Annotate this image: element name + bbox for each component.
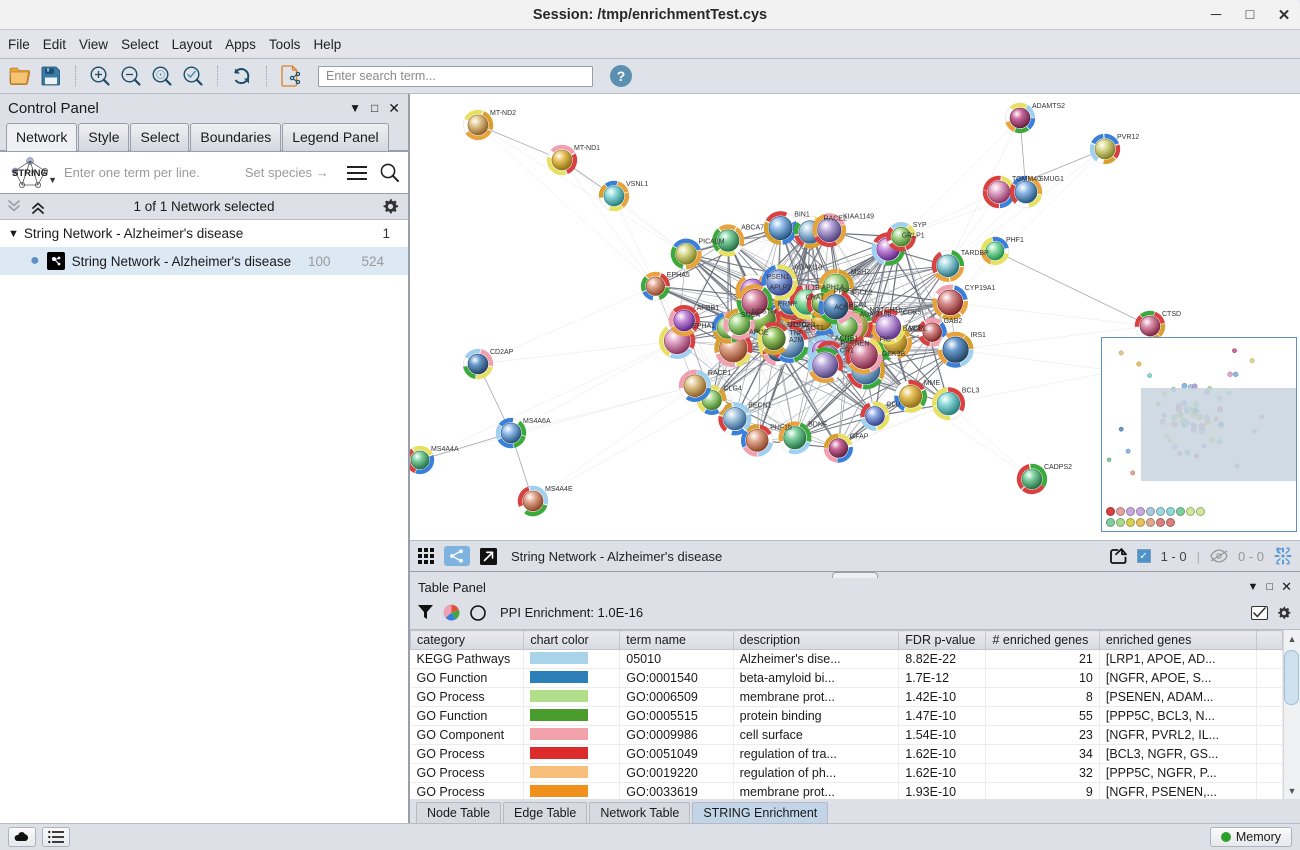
- svg-text:CTSD: CTSD: [1162, 311, 1181, 318]
- svg-text:MS4A4E: MS4A4E: [545, 486, 573, 493]
- svg-text:IRS1: IRS1: [970, 332, 986, 339]
- svg-text:CTSD2: CTSD2: [787, 322, 810, 329]
- svg-text:CDK5: CDK5: [903, 309, 922, 316]
- svg-text:TNF: TNF: [790, 330, 804, 337]
- svg-text:NCSTN: NCSTN: [752, 309, 776, 316]
- svg-text:TARDBP: TARDBP: [961, 250, 989, 257]
- svg-text:MME: MME: [924, 380, 941, 387]
- svg-text:CLU: CLU: [886, 402, 900, 409]
- svg-text:A2M: A2M: [789, 337, 804, 344]
- svg-text:CYP19A1: CYP19A1: [965, 285, 996, 292]
- svg-text:VSNL1: VSNL1: [626, 181, 648, 188]
- svg-text:ABCA7: ABCA7: [741, 225, 764, 232]
- svg-text:PVR12: PVR12: [1117, 134, 1139, 141]
- svg-text:APOE: APOE: [749, 330, 769, 337]
- svg-text:BDNF: BDNF: [808, 422, 827, 429]
- svg-text:PICALM: PICALM: [699, 239, 725, 246]
- svg-text:ADAM10: ADAM10: [794, 265, 822, 272]
- svg-text:CLG4: CLG4: [724, 385, 742, 392]
- svg-text:IL1B: IL1B: [805, 285, 820, 292]
- svg-text:APBB1: APBB1: [697, 305, 720, 312]
- svg-text:GSK3B: GSK3B: [882, 351, 906, 358]
- svg-text:ACHE2: ACHE2: [834, 305, 857, 312]
- svg-text:GAB2: GAB2: [944, 318, 963, 325]
- svg-text:PHF1: PHF1: [1006, 237, 1024, 244]
- svg-text:CR1: CR1: [840, 348, 854, 355]
- svg-text:MT-ND1: MT-ND1: [574, 145, 600, 152]
- svg-text:RACE1: RACE1: [708, 370, 731, 377]
- svg-text:SMUG1: SMUG1: [1039, 176, 1064, 183]
- svg-text:MS4A4A: MS4A4A: [431, 446, 459, 453]
- svg-text:STRING: STRING: [12, 168, 48, 179]
- svg-text:MSH2: MSH2: [851, 269, 871, 276]
- svg-text:KIAA1149: KIAA1149: [843, 213, 874, 220]
- svg-text:PRNP: PRNP: [778, 301, 798, 308]
- svg-text:TOMM40: TOMM40: [1012, 176, 1041, 183]
- svg-text:VCPL: VCPL: [909, 326, 927, 333]
- svg-text:CD2AP: CD2AP: [490, 349, 514, 356]
- svg-text:GFAP: GFAP: [850, 434, 869, 441]
- svg-text:ADAMTS2: ADAMTS2: [1032, 103, 1065, 110]
- svg-text:FIC: FIC: [880, 337, 891, 344]
- svg-text:APLP2: APLP2: [770, 284, 792, 291]
- svg-text:ADAM10b: ADAM10b: [860, 312, 892, 319]
- svg-text:BIN1: BIN1: [794, 211, 810, 218]
- svg-text:MS4A6A: MS4A6A: [523, 418, 551, 425]
- svg-text:MT-ND2: MT-ND2: [490, 110, 516, 117]
- svg-text:PSEN1: PSEN1: [767, 274, 790, 281]
- svg-text:BSCL2: BSCL2: [850, 290, 872, 297]
- svg-text:CADPS2: CADPS2: [1044, 464, 1072, 471]
- svg-text:PHF1b: PHF1b: [770, 425, 792, 432]
- svg-text:EPHA1: EPHA1: [692, 323, 715, 330]
- svg-text:CHAT: CHAT: [806, 294, 825, 301]
- svg-text:EPHA5: EPHA5: [667, 272, 690, 279]
- svg-text:GRLP1: GRLP1: [902, 233, 925, 240]
- svg-text:BECN1: BECN1: [748, 402, 771, 409]
- svg-text:BCL3: BCL3: [962, 387, 980, 394]
- svg-text:SYP: SYP: [913, 222, 927, 229]
